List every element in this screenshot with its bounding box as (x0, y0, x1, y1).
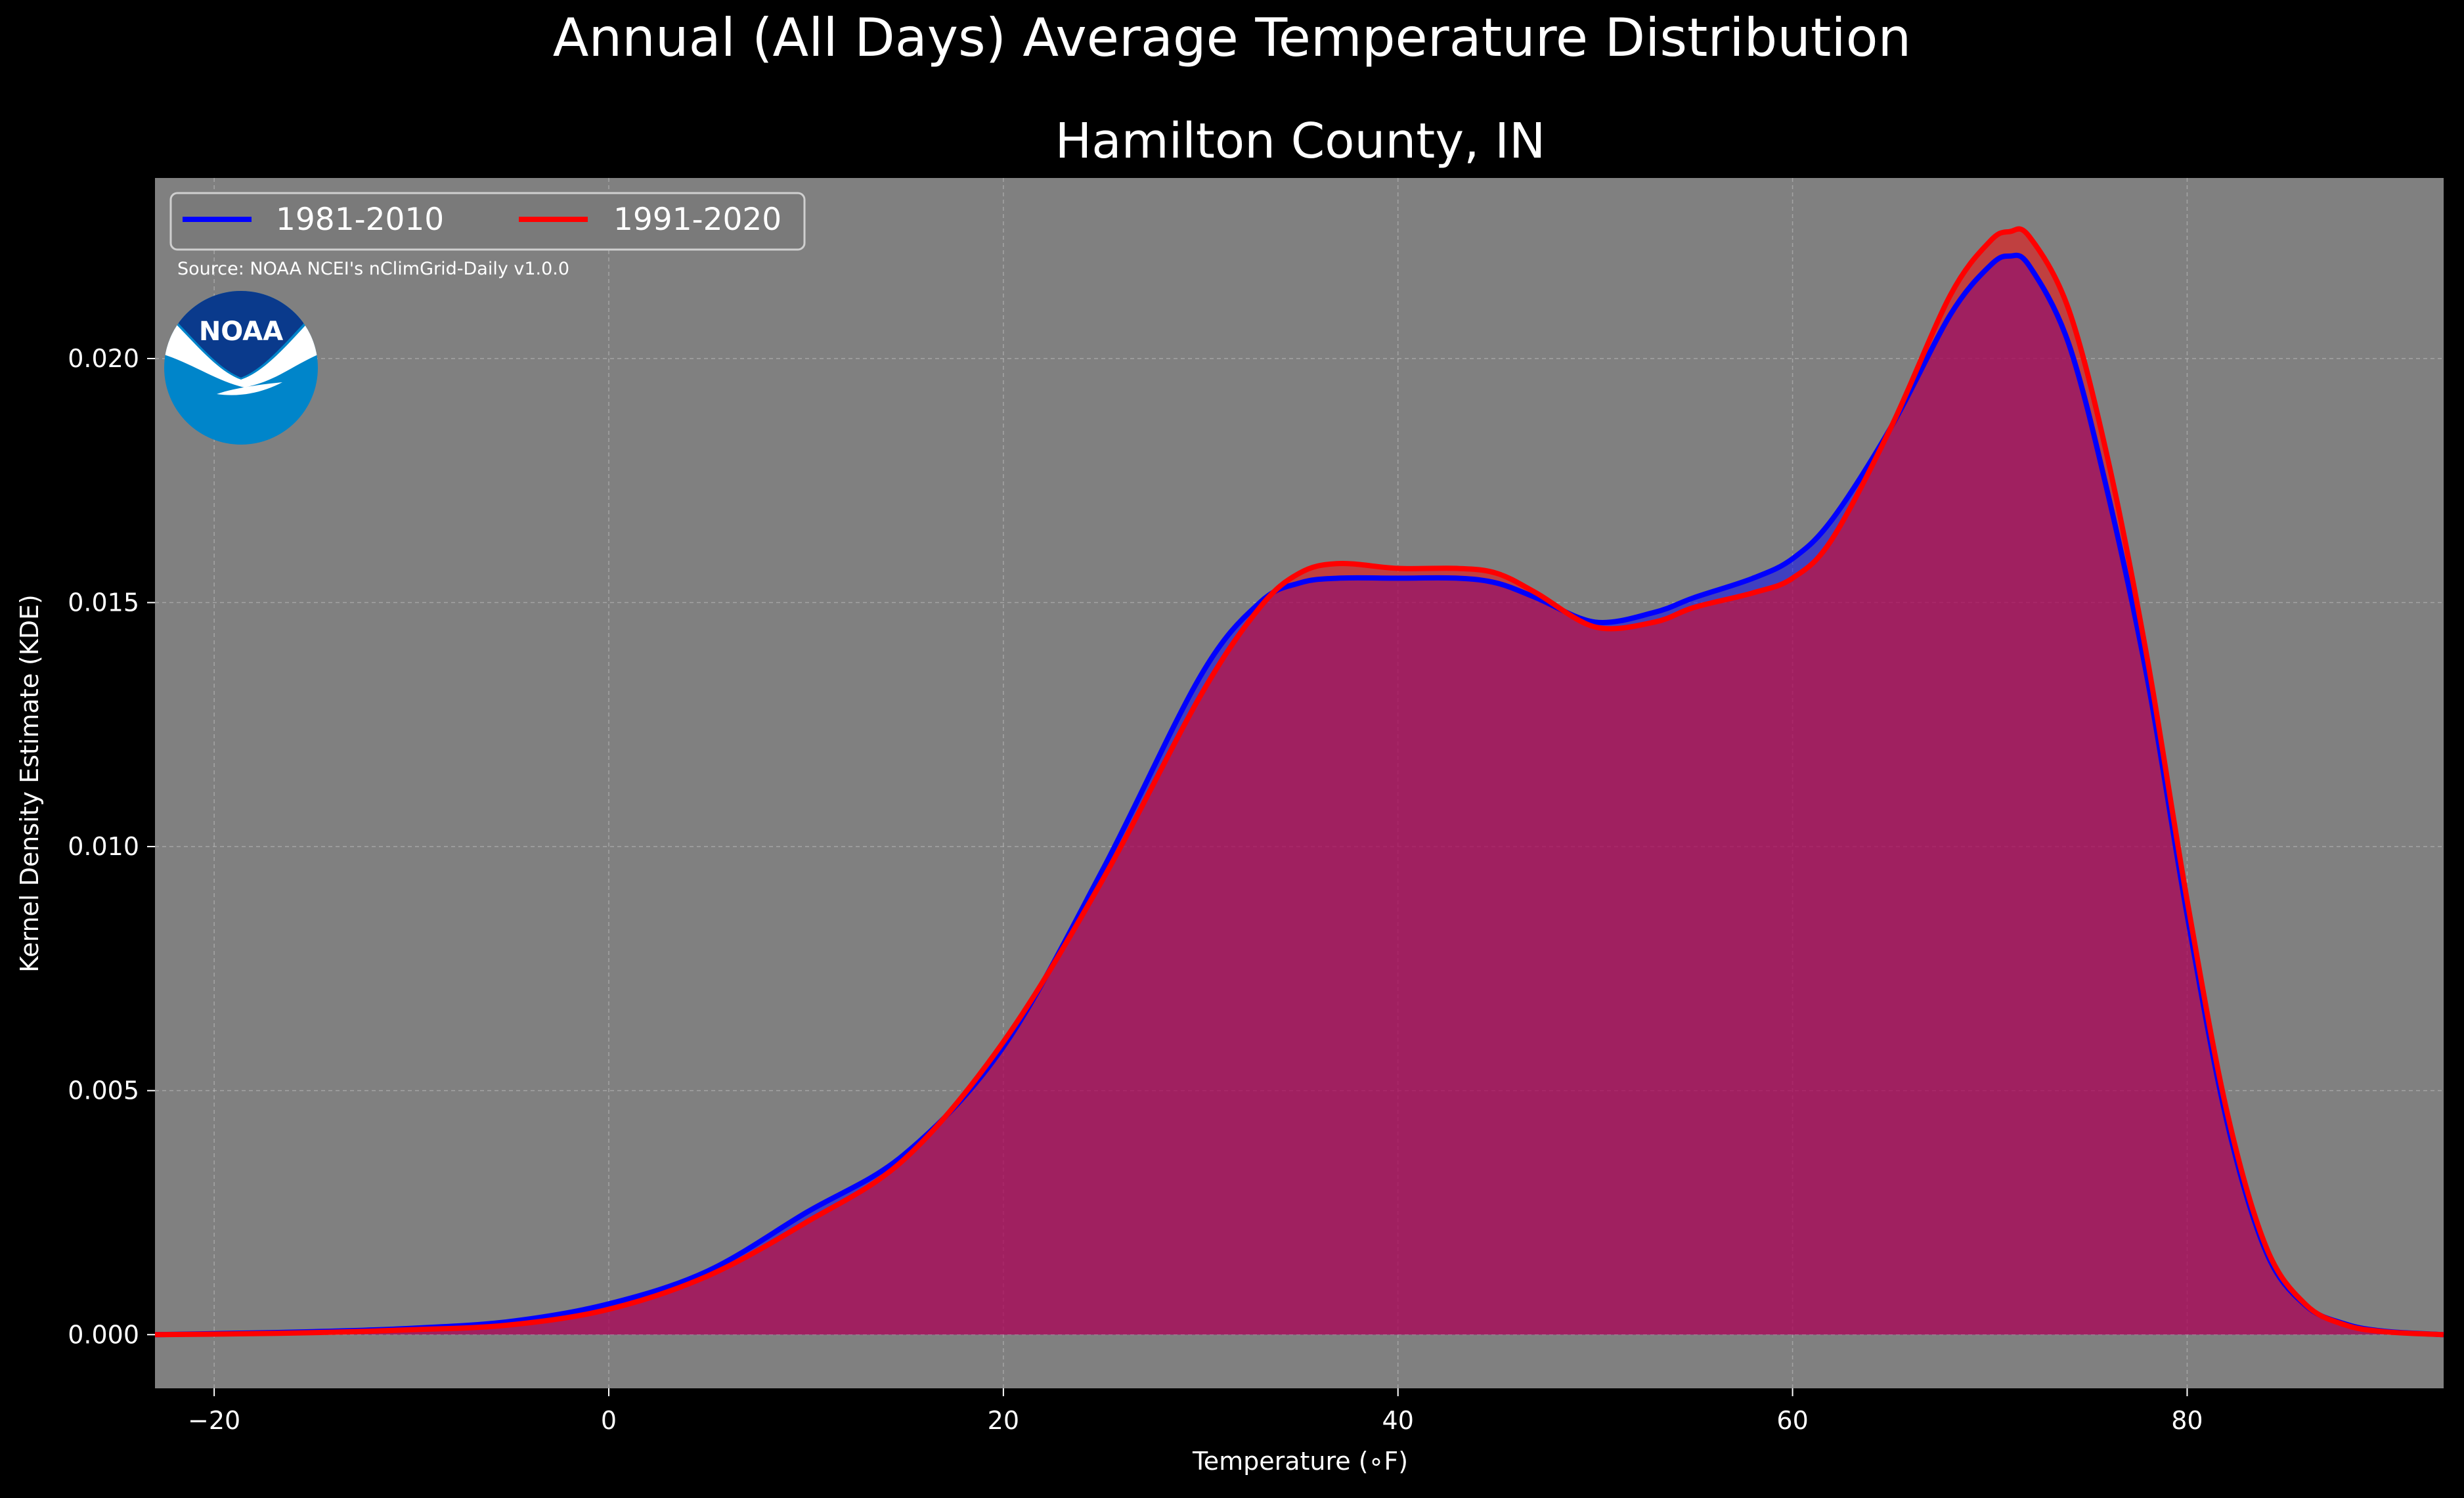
series-lines (154, 226, 2444, 1338)
noaa-logo: NOAA (164, 291, 318, 445)
x-tick-label: 80 (2171, 1406, 2203, 1435)
y-tick-label: 0.010 (68, 832, 139, 861)
y-tick-label: 0.015 (68, 588, 139, 617)
legend-label-1991-2020: 1991-2020 (613, 202, 781, 238)
x-tick-label: 20 (988, 1406, 1019, 1435)
logo-wordmark: NOAA (199, 317, 283, 347)
axis-ticks: −20 0 20 40 60 80 0.000 0.005 0.010 0.015 0.020 (68, 344, 2203, 1435)
x-tick-label: −20 (188, 1406, 240, 1435)
x-tick-label: 0 (601, 1406, 617, 1435)
legend-box (169, 192, 806, 251)
source-note: Source: NOAA NCEI's nClimGrid-Daily v1.0… (177, 259, 569, 279)
series-line-1991-2020 (154, 226, 2444, 1338)
y-tick-label: 0.005 (68, 1076, 139, 1105)
y-axis-label: Kernel Density Estimate (KDE) (15, 594, 44, 973)
x-tick-label: 40 (1382, 1406, 1414, 1435)
chart-title: Annual (All Days) Average Temperature Di… (553, 7, 1911, 68)
series-fills (155, 229, 2444, 1335)
x-axis-label: Temperature (∘F) (1192, 1447, 1408, 1476)
legend-label-1981-2010: 1981-2010 (276, 202, 444, 238)
series-area-1991-2020 (155, 229, 2444, 1335)
y-tick-label: 0.000 (68, 1320, 139, 1349)
legend: 1981-2010 1991-2020 (169, 192, 806, 251)
chart-subtitle: Hamilton County, IN (1055, 113, 1546, 169)
y-tick-label: 0.020 (68, 344, 139, 373)
x-tick-label: 60 (1776, 1406, 1808, 1435)
